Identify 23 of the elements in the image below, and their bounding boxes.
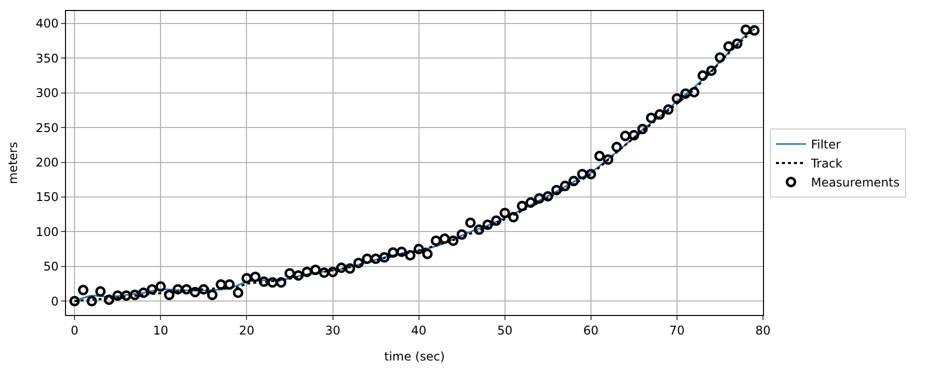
y-tick-label: 400 bbox=[36, 16, 59, 31]
x-tick-label: 20 bbox=[239, 323, 254, 338]
x-tick-label: 30 bbox=[325, 323, 340, 338]
y-axis-title: meters bbox=[6, 142, 20, 184]
legend-label: Track bbox=[810, 156, 842, 171]
legend-label: Filter bbox=[810, 138, 841, 152]
y-tick-label: 250 bbox=[36, 120, 59, 135]
x-tick-label: 60 bbox=[583, 323, 599, 338]
y-tick-label: 0 bbox=[50, 294, 59, 308]
x-tick-label: 0 bbox=[70, 323, 78, 338]
y-tick-label: 100 bbox=[36, 224, 59, 239]
x-tick-label: 50 bbox=[497, 323, 512, 338]
y-tick-label: 200 bbox=[36, 156, 59, 170]
x-tick-label: 10 bbox=[153, 323, 168, 338]
x-tick-label: 70 bbox=[669, 323, 685, 338]
y-tick-label: 350 bbox=[36, 51, 59, 66]
y-tick-label: 50 bbox=[43, 260, 59, 274]
y-tick-label: 300 bbox=[36, 86, 59, 100]
x-tick-label: 80 bbox=[755, 323, 771, 338]
y-tick-label: 150 bbox=[36, 190, 59, 204]
x-axis-title: time (sec) bbox=[384, 349, 445, 364]
legend-label: Measurements bbox=[810, 176, 900, 190]
x-tick-label: 40 bbox=[411, 323, 426, 338]
